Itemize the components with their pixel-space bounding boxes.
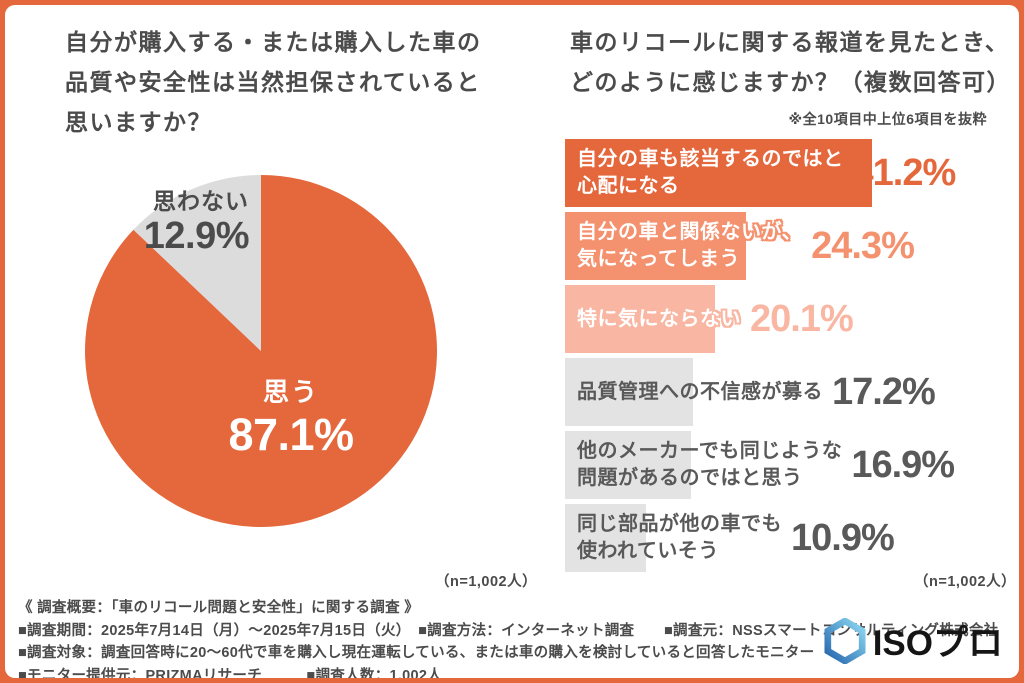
pie-no-value: 12.9% [143, 215, 250, 257]
bar-value: 16.9% [851, 443, 955, 486]
bar-value: 20.1% [750, 297, 854, 340]
pie-chart: 思わない 12.9% 思う 87.1% [85, 175, 438, 527]
logo-text: ISOプロ [872, 624, 1003, 663]
bar-chart: 自分の車も該当するのではと 心配になる 41.2% 自分の車と関係ないが、 気に… [565, 139, 1013, 577]
pie-slice-yes [85, 175, 438, 527]
infographic-canvas: 自分が購入する・または購入した車の 品質や安全性は当然担保されていると 思います… [5, 5, 1019, 678]
bar-label: 特に気にならない [577, 307, 741, 330]
bar-row: 特に気にならない 20.1% [565, 285, 1013, 353]
bar-row: 同じ部品が他の車でも 使われていそう 10.9% [565, 504, 1013, 572]
survey-outline: 《 調査概要：「車のリコール問題と安全性」に関する調査 》 ■調査期間：2025… [18, 597, 998, 678]
bar-fill [565, 139, 872, 207]
bar-label: 品質管理への不信感が募る [577, 380, 823, 403]
survey-outline-line: ■モニター提供元：PRIZMAリサーチ ■調査人数：1,002人 [18, 667, 443, 679]
pie-no-callout: 思わない 12.9% [85, 187, 250, 257]
bar-row: 品質管理への不信感が募る 17.2% [565, 358, 1013, 426]
bar-row: 自分の車も該当するのではと 心配になる 41.2% [565, 139, 1013, 207]
bar-row: 自分の車と関係ないが、 気になってしまう 24.3% [565, 212, 1013, 280]
bar-sample-size: （n=1,002人） [914, 574, 1017, 590]
pie-chart-svg [85, 175, 438, 527]
bar-fill [565, 431, 691, 499]
bar-label: 他のメーカーでも同じような 問題があるのではと思う [577, 440, 843, 489]
bar-fill [565, 285, 715, 353]
bar-fill [565, 504, 647, 572]
bar-value: 10.9% [791, 516, 895, 559]
bar-label: 同じ部品が他の車でも 使われていそう [577, 513, 782, 562]
survey-outline-line: ■調査対象：調査回答時に20〜60代で車を購入し現在運転している、または車の購入… [18, 645, 815, 661]
survey-outline-line: ■調査期間：2025年7月14日（月）〜2025年7月15日（火） ■調査方法：… [18, 622, 999, 639]
bar-question-title: 車のリコールに関する報道を見たとき、 どのように感じますか？（複数回答可） [570, 29, 1011, 95]
hexagon-icon [824, 617, 866, 664]
isopro-logo: ISOプロ [824, 615, 1003, 666]
bar-fill [565, 358, 694, 426]
pie-sample-size: （n=1,002人） [435, 574, 538, 590]
bar-label: 自分の車も該当するのではと 心配になる [577, 148, 844, 197]
pie-question-title: 自分が購入する・または購入した車の 品質や安全性は当然担保されていると 思います… [65, 29, 482, 135]
bar-chart-note: ※全10項目中上位6項目を抜粋 [788, 111, 987, 127]
pie-yes-callout: 思う 87.1% [115, 375, 467, 461]
pie-no-label: 思わない [153, 188, 249, 214]
bar-value: 41.2% [852, 151, 957, 194]
pie-slice-no [133, 175, 261, 351]
pie-yes-value: 87.1% [228, 409, 354, 460]
pie-yes-label: 思う [262, 377, 319, 407]
bar-value: 24.3% [811, 224, 915, 267]
bar-label: 自分の車と関係ないが、 気になってしまう [577, 221, 803, 270]
survey-outline-line: 《 調査概要：「車のリコール問題と安全性」に関する調査 》 [18, 600, 420, 616]
bar-row: 他のメーカーでも同じような 問題があるのではと思う 16.9% [565, 431, 1013, 499]
bar-value: 17.2% [832, 370, 936, 413]
bar-fill [565, 212, 747, 280]
